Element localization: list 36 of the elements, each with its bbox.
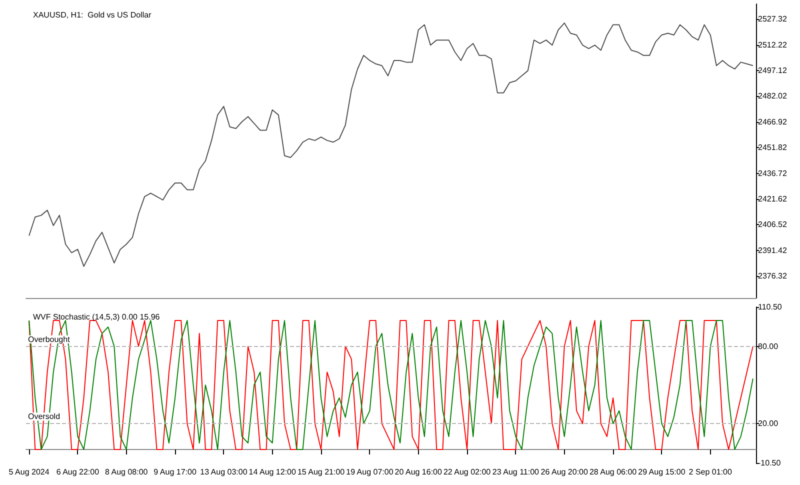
x-tick-label: 23 Aug 11:00 xyxy=(492,468,540,476)
y-tick-label: -10.50 xyxy=(758,458,782,468)
ref-line-label: Oversold xyxy=(28,412,60,422)
y-tick-label: 2376.32 xyxy=(758,272,788,281)
y-tick-label: 2406.52 xyxy=(758,220,788,230)
x-tick-label: 8 Aug 08:00 xyxy=(105,468,148,476)
y-tick-label: 2466.92 xyxy=(758,117,788,126)
y-tick-label: 2436.72 xyxy=(758,168,788,178)
y-tick-label: 2527.32 xyxy=(758,14,788,24)
y-tick-label: 110.50 xyxy=(758,302,782,312)
line-series xyxy=(28,320,754,450)
y-tick-label: 2451.82 xyxy=(758,143,788,152)
y-tick-label: 2512.22 xyxy=(758,40,788,50)
text: XAUUSD, H1: Gold vs US Dollar xyxy=(33,10,152,20)
x-tick-label: 22 Aug 02:00 xyxy=(443,468,492,476)
y-tick-label: 2421.62 xyxy=(758,194,788,204)
y-tick-label: 20.00 xyxy=(758,419,779,428)
y-tick-label: 80.00 xyxy=(758,342,779,351)
x-tick-label: 9 Aug 17:00 xyxy=(154,468,197,476)
x-tick-label: 29 Aug 15:00 xyxy=(638,468,686,476)
ref-line-label: Overbought xyxy=(28,334,71,344)
x-tick-label: 13 Aug 03:00 xyxy=(200,468,248,476)
x-tick-label: 14 Aug 12:00 xyxy=(248,468,297,476)
x-tick-label: 6 Aug 22:00 xyxy=(56,468,100,476)
x-tick-label: 5 Aug 2024 xyxy=(8,468,50,476)
x-tick-label: 20 Aug 16:00 xyxy=(394,468,443,476)
y-tick-label: 2391.42 xyxy=(758,246,788,255)
line-series xyxy=(28,22,754,267)
x-tick-label: 15 Aug 21:00 xyxy=(297,468,346,476)
y-tick-label: 2482.02 xyxy=(758,92,788,101)
x-tick-label: 26 Aug 20:00 xyxy=(540,468,589,476)
x-tick-label: 28 Aug 06:00 xyxy=(589,468,638,476)
x-tick-label: 19 Aug 07:00 xyxy=(346,468,394,476)
x-tick-label: 2 Sep 01:00 xyxy=(688,468,732,476)
y-tick-label: 2497.12 xyxy=(758,66,788,75)
text: WVF Stochastic (14,5,3) 0.00 15.96 xyxy=(33,312,160,322)
